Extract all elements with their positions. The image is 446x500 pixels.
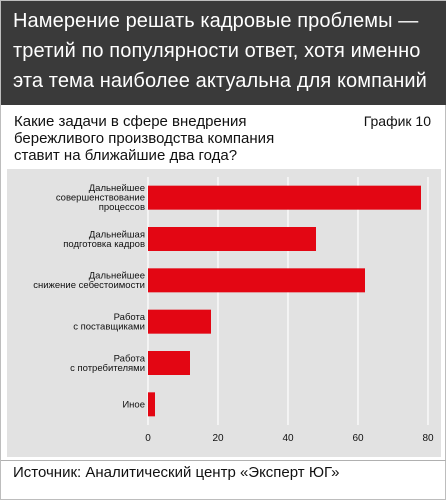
category-label-3: Работа с поставщиками [73, 312, 145, 333]
question-line-1: Какие задачи в сфере внедрения [14, 113, 247, 130]
category-label-line: с потребителями [70, 363, 145, 374]
category-label-line: Дальнейшая [89, 229, 145, 240]
bar-chart: Дальнейшее совершенствование процессовДаль… [33, 177, 434, 444]
category-label-line: Работа [114, 353, 146, 364]
category-label-line: Дальнейшее [89, 271, 145, 282]
headline-banner: Намерение решать кадровые проблемы — тре… [1, 1, 446, 105]
source-note: Источник: Аналитический центр «Эксперт Ю… [13, 464, 340, 481]
category-label-line: Работа [114, 312, 146, 323]
bar-0 [148, 185, 421, 210]
chart-question: Какие задачи в сфере внедрения бережливо… [14, 113, 274, 164]
x-tick-label-1: 20 [212, 433, 224, 444]
headline-line-3: эта тема наиболее актуальна для компаний [13, 70, 427, 92]
bar-2 [148, 268, 365, 293]
question-line-2: бережливого производства компания [14, 130, 275, 147]
headline-line-2: третий по популярности ответ, хотя именн… [13, 40, 421, 62]
question-line-3: ставит на ближайшие два года? [14, 147, 238, 164]
category-label-2: Дальнейшее снижение себестоимости [33, 271, 145, 292]
category-label-0: Дальнейшее совершенствование процессов [56, 183, 145, 213]
x-tick-label-4: 80 [422, 433, 434, 444]
headline-line-1: Намерение решать кадровые проблемы — [13, 10, 419, 32]
graph-number: График 10 [363, 113, 431, 129]
chart-panel [7, 169, 441, 457]
category-label-line: совершенствование [56, 193, 145, 204]
category-label-1: Дальнейшая подготовка кадров [63, 229, 145, 250]
category-label-line: снижение себестоимости [33, 280, 145, 291]
category-label-line: Дальнейшее [89, 183, 145, 194]
category-label-line: Иное [122, 399, 145, 410]
bar-4 [148, 351, 190, 375]
x-tick-label-2: 40 [282, 433, 294, 444]
x-tick-label-0: 0 [145, 433, 151, 444]
x-tick-label-3: 60 [352, 433, 364, 444]
category-label-5: Иное [122, 399, 145, 410]
category-label-4: Работа с потребителями [70, 353, 146, 374]
category-label-line: подготовка кадров [63, 239, 145, 250]
category-label-line: с поставщиками [73, 321, 145, 332]
bar-5 [148, 392, 155, 417]
footer-divider [1, 460, 446, 461]
bar-1 [148, 227, 316, 251]
category-label-line: процессов [99, 202, 145, 213]
bar-3 [148, 309, 211, 334]
